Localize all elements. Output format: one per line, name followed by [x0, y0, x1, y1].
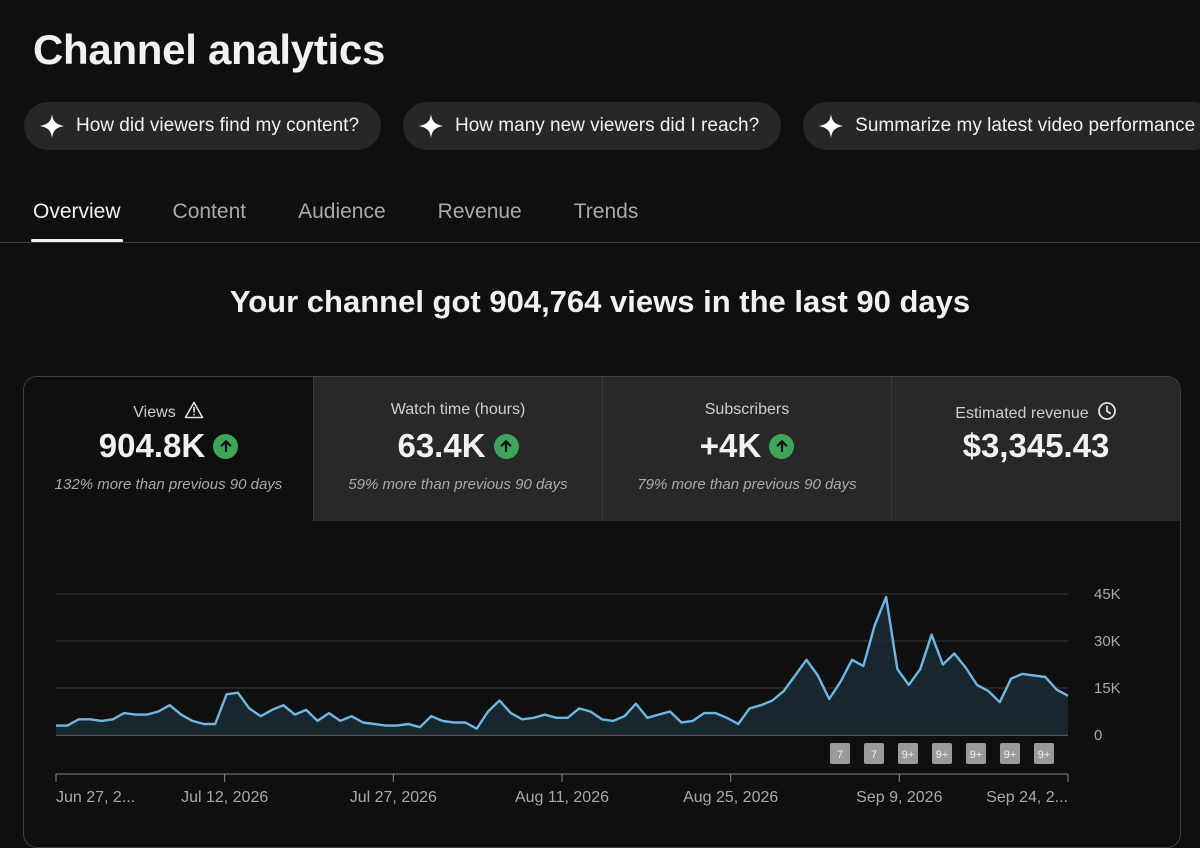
- analytics-tabs: Overview Content Audience Revenue Trends: [31, 196, 690, 242]
- metric-subscribers[interactable]: Subscribers +4K 79% more than previous 9…: [602, 377, 891, 521]
- suggestion-chip-latest-video[interactable]: Summarize my latest video performance: [803, 102, 1200, 150]
- chip-label: How did viewers find my content?: [76, 115, 360, 136]
- marker-label: 9+: [1004, 749, 1017, 761]
- suggestion-chips: How did viewers find my content? How man…: [24, 102, 1200, 150]
- x-tick-label: Jul 27, 2026: [350, 789, 437, 806]
- y-tick-label: 45K: [1094, 586, 1121, 603]
- marker-label: 9+: [902, 749, 915, 761]
- marker-label: 7: [871, 749, 877, 761]
- views-series-line: [56, 595, 1069, 730]
- metric-label-row: Estimated revenue: [892, 401, 1180, 426]
- marker-box: [830, 743, 850, 764]
- y-tick-label: 0: [1094, 727, 1102, 744]
- marker-box: [932, 743, 952, 764]
- y-tick-label: 15K: [1094, 680, 1121, 697]
- chip-label: How many new viewers did I reach?: [455, 115, 760, 136]
- x-tick-label: Aug 25, 2026: [683, 789, 778, 806]
- tab-trends[interactable]: Trends: [573, 200, 639, 223]
- x-tick-label: Jul 12, 2026: [181, 789, 268, 806]
- marker-label: 9+: [970, 749, 983, 761]
- x-tick-label: Jun 27, 2...: [56, 789, 135, 806]
- metric-comparison: 79% more than previous 90 days: [637, 476, 857, 493]
- video-upload-marker[interactable]: 9+: [1034, 743, 1054, 764]
- metric-estimated-revenue[interactable]: Estimated revenue $3,345.43: [891, 377, 1180, 521]
- warning-icon[interactable]: [184, 401, 204, 424]
- page-title: Channel analytics: [33, 26, 386, 73]
- tab-content[interactable]: Content: [172, 200, 247, 223]
- video-upload-marker[interactable]: 7: [864, 743, 884, 764]
- metric-tabs: Views 904.8K 132% more than previous 90 …: [24, 377, 1180, 521]
- video-upload-marker[interactable]: 7: [830, 743, 850, 764]
- video-upload-marker[interactable]: 9+: [1000, 743, 1020, 764]
- metric-value-row: 63.4K: [314, 427, 602, 465]
- metric-value: +4K: [699, 427, 762, 464]
- sparkle-icon: [417, 112, 445, 140]
- metric-comparison: 132% more than previous 90 days: [54, 476, 283, 493]
- metric-value: $3,345.43: [962, 427, 1110, 464]
- marker-box: [966, 743, 986, 764]
- metric-comparison: 59% more than previous 90 days: [348, 476, 568, 493]
- x-tick-label: Sep 24, 2...: [986, 789, 1068, 806]
- tab-revenue[interactable]: Revenue: [437, 200, 522, 223]
- metric-value-row: +4K: [603, 427, 891, 465]
- suggestion-chip-traffic-sources[interactable]: How did viewers find my content?: [24, 102, 382, 150]
- arrow-up-icon: [493, 433, 519, 459]
- metric-label-row: Views: [24, 401, 313, 424]
- views-area: [56, 597, 1068, 735]
- tab-overview[interactable]: Overview: [31, 196, 123, 242]
- metric-views[interactable]: Views 904.8K 132% more than previous 90 …: [24, 377, 313, 521]
- metric-label: Estimated revenue: [955, 404, 1089, 422]
- arrow-up-icon: [769, 433, 795, 459]
- marker-label: 9+: [1038, 749, 1051, 761]
- sparkle-icon: [817, 112, 845, 140]
- metric-label-row: Subscribers: [603, 401, 891, 419]
- marker-box: [1034, 743, 1054, 764]
- video-upload-marker[interactable]: 9+: [966, 743, 986, 764]
- tab-divider: [0, 242, 1200, 243]
- marker-label: 7: [837, 749, 843, 761]
- metric-label-row: Watch time (hours): [314, 401, 602, 419]
- x-tick-label: Aug 11, 2026: [515, 789, 609, 806]
- clock-icon[interactable]: [1097, 401, 1117, 426]
- marker-box: [864, 743, 884, 764]
- metric-label: Watch time (hours): [390, 401, 526, 418]
- tab-audience[interactable]: Audience: [298, 200, 386, 223]
- marker-box: [898, 743, 918, 764]
- marker-box: [1000, 743, 1020, 764]
- views-headline: Your channel got 904,764 views in the la…: [229, 284, 971, 319]
- metric-watch-time[interactable]: Watch time (hours) 63.4K 59% more than p…: [313, 377, 602, 521]
- sparkle-icon: [38, 112, 66, 140]
- y-tick-label: 30K: [1094, 633, 1121, 650]
- metric-label: Subscribers: [704, 401, 790, 418]
- x-tick-label: Sep 9, 2026: [856, 789, 942, 806]
- metric-value-row: $3,345.43: [892, 427, 1180, 465]
- chip-label: Summarize my latest video performance: [855, 115, 1196, 136]
- views-line-chart[interactable]: 45K 30K 15K 0 Jun 27, 2... Jul 12, 2026 Jul 27…: [24, 377, 1180, 847]
- metric-value-row: 904.8K: [24, 427, 313, 465]
- metric-value: 904.8K: [98, 427, 206, 464]
- suggestion-chip-new-viewers[interactable]: How many new viewers did I reach?: [403, 102, 782, 150]
- metric-label: Views: [133, 403, 176, 421]
- marker-label: 9+: [936, 749, 949, 761]
- video-upload-marker[interactable]: 9+: [932, 743, 952, 764]
- overview-card: Views 904.8K 132% more than previous 90 …: [23, 376, 1181, 848]
- metric-value: 63.4K: [397, 427, 486, 464]
- video-upload-marker[interactable]: 9+: [898, 743, 918, 764]
- arrow-up-icon: [213, 433, 239, 459]
